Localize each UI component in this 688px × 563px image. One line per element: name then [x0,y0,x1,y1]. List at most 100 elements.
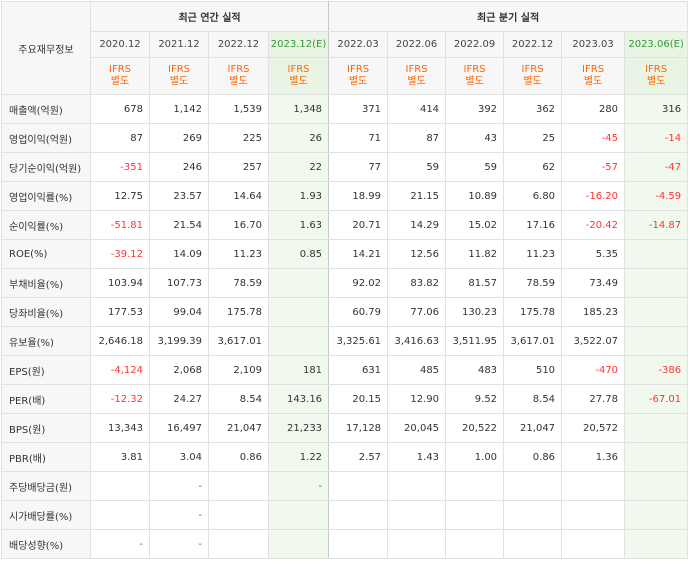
accounting-standard-line1: IFRS [645,64,668,75]
table-cell: 20,045 [387,413,447,443]
table-cell: 3,325.61 [328,326,389,356]
table-cell: 92.02 [328,268,389,298]
table-cell: 510 [503,355,563,385]
accounting-standard-line1: IFRS [463,64,486,75]
table-cell: 3,511.95 [445,326,505,356]
accounting-standard-line2: 별도 [523,76,542,87]
table-row: 영업이익(억원) 87 269 225 26 71 87 43 25 -45 -14 [1,123,688,153]
table-cell: 3.81 [90,442,150,472]
row-label: 영업이익률(%) [1,181,91,211]
table-cell: 246 [149,152,209,182]
table-cell: 8.54 [208,384,269,414]
table-cell [387,471,447,501]
table-row: ROE(%) -39.12 14.09 11.23 0.85 14.21 12.56 11.8… [1,239,688,269]
table-cell: 269 [149,123,209,153]
table-cell: -20.42 [561,210,626,240]
table-row: 배당성향(%) - - [1,529,688,559]
table-cell: 60.79 [328,297,389,327]
table-cell: -45 [561,123,626,153]
table-cell [445,500,505,530]
period-header: 2022.12 [208,31,269,58]
table-cell: 43 [445,123,505,153]
table-row: EPS(원) -4,124 2,068 2,109 181 631 485 483 510 -47… [1,355,688,385]
table-cell: -14 [624,123,688,153]
table-cell [561,529,626,559]
table-cell: 99.04 [149,297,209,327]
table-cell: 2,109 [208,355,269,385]
period-header: 2022.12 [503,31,563,58]
table-cell: 392 [445,94,505,124]
table-cell [624,442,688,472]
table-cell: 107.73 [149,268,209,298]
table-row: PER(배) -12.32 24.27 8.54 143.16 20.15 12.90 9.5… [1,384,688,414]
table-cell: 1,539 [208,94,269,124]
period-header: 2022.09 [445,31,505,58]
period-header: 2022.06 [387,31,447,58]
row-label: 유보율(%) [1,326,91,356]
table-cell: 13,343 [90,413,150,443]
accounting-standard-line2: 별도 [289,76,308,87]
table-cell: -14.87 [624,210,688,240]
table-cell [624,500,688,530]
table-cell: 12.56 [387,239,447,269]
table-cell [624,239,688,269]
table-cell: 1.43 [387,442,447,472]
table-row: 부채비율(%) 103.94 107.73 78.59 92.02 83.82 81.57 7… [1,268,688,298]
table-cell: 371 [328,94,389,124]
table-cell: 26 [267,123,330,153]
table-cell: 78.59 [503,268,563,298]
table-cell: 0.86 [208,442,269,472]
table-cell: 1,142 [149,94,209,124]
table-cell: 87 [90,123,150,153]
table-cell: 3,522.07 [561,326,626,356]
table-cell: 62 [503,152,563,182]
table-row: 시가배당률(%) - [1,500,688,530]
table-cell: -67.01 [624,384,688,414]
table-cell: 21.15 [387,181,447,211]
accounting-standard-line2: 별도 [110,76,130,87]
accounting-standard-header: IFRS 별도 [208,57,269,95]
table-cell: 78.59 [208,268,269,298]
table-cell: 17.16 [503,210,563,240]
accounting-standard-line1: IFRS [109,64,131,75]
row-label: ROE(%) [1,239,91,269]
table-cell [561,471,626,501]
table-cell [387,529,447,559]
accounting-standard-line2: 별도 [583,76,603,87]
table-cell: - [267,471,330,501]
table-cell: 81.57 [445,268,505,298]
table-cell: 3.04 [149,442,209,472]
table-cell: 2,646.18 [90,326,150,356]
row-label: 주당배당금(원) [1,471,91,501]
row-label: 순이익률(%) [1,210,91,240]
table-cell [267,268,330,298]
table-cell: -4,124 [90,355,150,385]
table-cell [328,500,389,530]
table-cell: 175.78 [503,297,563,327]
table-cell [90,500,150,530]
period-header: 2022.03 [328,31,389,58]
table-cell: 25 [503,123,563,153]
table-cell: 73.49 [561,268,626,298]
table-cell [503,529,563,559]
row-label: 배당성향(%) [1,529,91,559]
accounting-standard-line1: IFRS [287,64,310,75]
table-cell: 17,128 [328,413,389,443]
accounting-standard-header: IFRS 별도 [445,57,505,95]
table-cell: 1.63 [267,210,330,240]
table-cell: 485 [387,355,447,385]
table-cell [208,529,269,559]
table-cell: 14.09 [149,239,209,269]
table-cell [624,471,688,501]
accounting-standard-line2: 별도 [229,76,248,87]
table-cell: 11.23 [503,239,563,269]
accounting-standard-header: IFRS 별도 [624,57,688,95]
table-cell [445,529,505,559]
table-cell: 21.54 [149,210,209,240]
table-row: 순이익률(%) -51.81 21.54 16.70 1.63 20.71 14.29 15.… [1,210,688,240]
table-cell: -386 [624,355,688,385]
table-cell: -51.81 [90,210,150,240]
table-cell: 18.99 [328,181,389,211]
table-cell: 130.23 [445,297,505,327]
